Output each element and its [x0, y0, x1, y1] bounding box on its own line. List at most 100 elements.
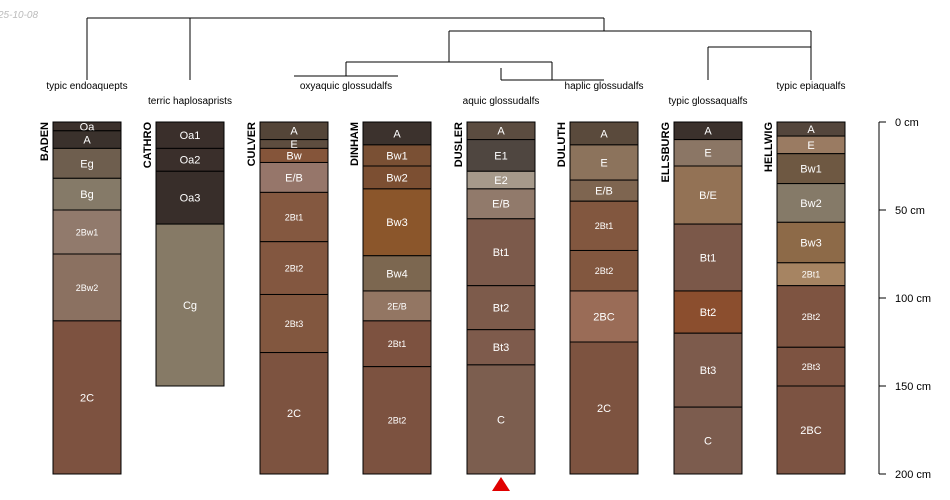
horizon-bt3 — [466, 329, 536, 366]
horizon-label: Bw1 — [386, 150, 407, 162]
taxon-label-endoaquepts: typic endoaquepts — [46, 81, 127, 92]
soil-profiles: Oa A Eg Bg 2Bw1 2Bw2 2C BADEN Oa1 Oa2 Oa3 Cg CATHRO A… — [39, 121, 846, 475]
horizon-label: A — [704, 126, 712, 138]
horizon-label: Bw — [286, 150, 301, 162]
horizon-2bt1 — [362, 320, 432, 368]
profile-name: DUSLER — [453, 122, 465, 167]
horizon-label: Bt3 — [700, 365, 717, 377]
horizon-bt3 — [673, 332, 743, 408]
horizon-label: Eg — [80, 158, 93, 170]
horizon-label: Bt2 — [700, 307, 717, 319]
horizon-label: E — [600, 157, 607, 169]
selected-profile-marker — [492, 477, 510, 491]
depth-tick-label: 0 cm — [895, 117, 919, 129]
profile-name: CATHRO — [142, 122, 154, 169]
horizon-2bt2 — [569, 249, 639, 292]
horizon-label: Bw3 — [386, 217, 407, 229]
dendrogram — [86, 17, 812, 81]
profile-ellsburg: AE B/E Bt1 Bt2 Bt3 C ELLSBURG — [660, 121, 743, 475]
horizon-bt1 — [673, 223, 743, 292]
horizon-label: A — [393, 128, 401, 140]
horizon-label: 2Bt2 — [802, 312, 821, 322]
horizon-e-b — [466, 188, 536, 220]
horizon-e1 — [466, 139, 536, 172]
horizon-label: Oa — [80, 121, 96, 133]
horizon-label: C — [497, 414, 505, 426]
horizon-2bt2 — [259, 241, 329, 295]
profile-hellwig: AE Bw1 Bw2 Bw3 2Bt1 2Bt2 2Bt3 2BC HELLWIG — [763, 121, 846, 475]
taxon-label-oxyaquic: oxyaquic glossudalfs — [300, 81, 392, 92]
profile-baden: Oa A Eg Bg 2Bw1 2Bw2 2C BADEN — [39, 121, 122, 475]
taxon-label-haplosaprists: terric haplosaprists — [148, 96, 232, 107]
horizon-bw2 — [776, 183, 846, 223]
horizon-label: 2C — [80, 392, 94, 404]
profile-name: BADEN — [39, 122, 51, 161]
profile-duluth: A E E/B 2Bt1 2Bt2 2BC 2C DULUTH — [556, 121, 639, 475]
horizon-label: E — [290, 139, 297, 151]
horizon-label: Oa3 — [180, 193, 201, 205]
horizon-label: A — [290, 126, 298, 138]
taxon-label-aquic: aquic glossudalfs — [463, 96, 540, 107]
horizon-label: Bg — [80, 189, 93, 201]
horizon-bw3 — [776, 221, 846, 264]
horizon-label: 2BC — [593, 311, 614, 323]
horizon-label: E2 — [494, 175, 507, 187]
horizon-label: E — [704, 148, 711, 160]
horizon-bt2 — [673, 290, 743, 334]
horizon-2bt1 — [569, 200, 639, 251]
profile-name: DULUTH — [556, 122, 568, 167]
horizon-2bw1 — [52, 209, 122, 255]
horizon-label: Bt1 — [493, 247, 510, 259]
horizon-cg — [155, 223, 225, 387]
horizon-label: 2C — [597, 403, 611, 415]
horizon-label: Oa1 — [180, 130, 201, 142]
horizon-label: Bt1 — [700, 252, 717, 264]
horizon-label: E — [807, 140, 814, 152]
horizon-label: 2Bt1 — [285, 212, 304, 222]
horizon-label: Bt2 — [493, 303, 510, 315]
horizon-bw3 — [362, 188, 432, 257]
horizon-label: Bw1 — [800, 164, 821, 176]
horizon-label: Bw4 — [386, 268, 407, 280]
horizon-2e-b — [362, 290, 432, 322]
taxon-label-epiaqualfs: typic epiaqualfs — [777, 81, 846, 92]
horizon-label: 2Bt2 — [388, 416, 407, 426]
horizon-2bt3 — [259, 293, 329, 354]
depth-tick-label: 200 cm — [895, 469, 931, 481]
horizon-label: A — [497, 126, 505, 138]
horizon-label: Bw2 — [800, 198, 821, 210]
horizon-bg — [52, 177, 122, 211]
horizon-label: 2E/B — [387, 301, 407, 311]
profile-dusler: A E1 E2 E/B Bt1 Bt2 Bt3 C DUSLER — [453, 121, 536, 475]
horizon-label: 2Bt2 — [595, 266, 614, 276]
profile-cathro: Oa1 Oa2 Oa3 Cg CATHRO — [142, 121, 225, 387]
horizon-label: A — [600, 128, 608, 140]
horizon-label: 2BC — [800, 425, 821, 437]
horizon-2bw2 — [52, 253, 122, 322]
horizon-2c — [259, 352, 329, 475]
horizon-2bt3 — [776, 346, 846, 387]
horizon-oa3 — [155, 170, 225, 225]
horizon-label: 2Bw1 — [76, 227, 99, 237]
horizon-label: Bw3 — [800, 237, 821, 249]
horizon-label: 2Bt3 — [802, 362, 821, 372]
horizon-2c — [52, 320, 122, 475]
horizon-c — [466, 364, 536, 475]
depth-axis: 0 cm 50 cm 100 cm 150 cm 200 cm — [878, 117, 931, 481]
horizon-label: 2Bt2 — [285, 263, 304, 273]
horizon-label: B/E — [699, 190, 717, 202]
horizon-2bt2 — [362, 366, 432, 475]
horizon-label: 2Bt1 — [802, 270, 821, 280]
taxon-labels: typic endoaquepts terric haplosaprists o… — [46, 81, 845, 107]
horizon-bw4 — [362, 255, 432, 292]
horizon-label: 2Bw2 — [76, 283, 99, 293]
horizon-label: Oa2 — [180, 155, 201, 167]
horizon-label: E/B — [492, 199, 510, 211]
horizon-label: A — [807, 124, 815, 136]
horizon-2c — [569, 341, 639, 475]
horizon-label: E/B — [285, 172, 303, 184]
horizon-2bt2 — [776, 285, 846, 348]
depth-tick-label: 100 cm — [895, 293, 931, 305]
